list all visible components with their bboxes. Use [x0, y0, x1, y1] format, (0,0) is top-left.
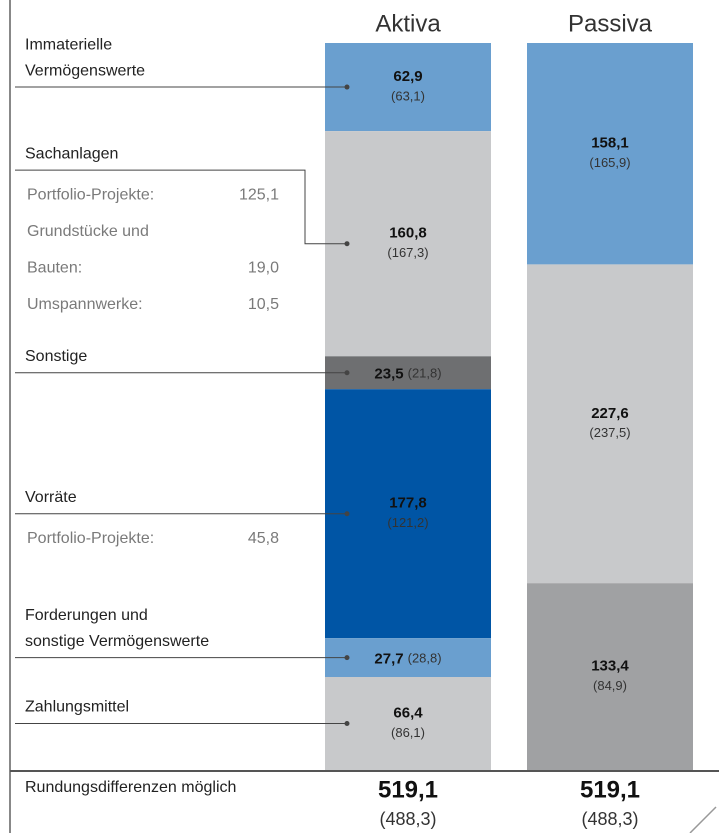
footnote: Rundungsdifferenzen möglich	[25, 779, 236, 796]
leader-dot	[344, 511, 350, 517]
segment-prior: (237,5)	[589, 425, 630, 440]
segment-prior: (86,1)	[391, 725, 425, 740]
item-label: Portfolio-Projekte:	[27, 530, 154, 547]
total: 519,1	[378, 776, 438, 803]
total-prior: (488,3)	[581, 809, 638, 829]
segment-name: Zahlungsmittel	[25, 699, 129, 716]
item-amount: 125,1	[239, 186, 279, 203]
segment-prior: (21,8)	[408, 366, 442, 381]
item-label: Umspannwerke:	[27, 296, 143, 313]
segment	[527, 583, 693, 770]
segment-label: 23,5 (21,8)	[374, 366, 441, 383]
leader-dot	[344, 370, 350, 376]
item-amount: 45,8	[248, 530, 279, 547]
leader-dot	[344, 241, 350, 247]
segment-name: Sachanlagen	[25, 145, 118, 162]
segment	[527, 264, 693, 584]
segment-label: 27,7 (28,8)	[374, 651, 441, 668]
segment-prior: (84,9)	[593, 678, 627, 693]
segment-prior: (167,3)	[387, 245, 428, 260]
segment	[527, 43, 693, 265]
segment	[325, 389, 491, 639]
item-label: Bauten:	[27, 259, 82, 276]
segment-value: 227,6	[591, 405, 629, 422]
leader-dot	[344, 84, 350, 90]
segment-name: Vorräte	[25, 489, 77, 506]
item-amount: 10,5	[248, 296, 279, 313]
segment-value: 27,7	[374, 651, 403, 668]
segment-name: Immaterielle	[25, 36, 112, 53]
total: 519,1	[580, 776, 640, 803]
segment-name: Forderungen und	[25, 607, 148, 624]
segment-prior: (63,1)	[391, 88, 425, 103]
segment-value: 177,8	[389, 495, 427, 512]
segment-prior: (28,8)	[408, 651, 442, 666]
leader-dot	[344, 655, 350, 661]
segment-value: 133,4	[591, 658, 629, 675]
leader-line	[15, 169, 347, 245]
segment-value: 66,4	[393, 704, 423, 721]
segment-name: sonstige Vermögenswerte	[25, 633, 209, 650]
item-label: Grundstücke und	[27, 223, 149, 240]
segment	[325, 43, 491, 132]
column-header: Passiva	[568, 10, 653, 37]
segment	[325, 131, 491, 357]
item-amount: 19,0	[248, 259, 279, 276]
segment-value: 62,9	[393, 68, 422, 85]
segment-value: 23,5	[374, 366, 403, 383]
segment-value: 160,8	[389, 225, 427, 242]
segment	[325, 638, 491, 678]
leader-dot	[344, 721, 350, 727]
total-prior: (488,3)	[379, 809, 436, 829]
item-label: Portfolio-Projekte:	[27, 186, 154, 203]
segment-prior: (165,9)	[589, 155, 630, 170]
corner-mark	[689, 806, 717, 833]
segment-name: Vermögenswerte	[25, 62, 145, 79]
segment-value: 158,1	[591, 135, 629, 152]
segment	[325, 677, 491, 770]
column-header: Aktiva	[375, 10, 441, 37]
segment-prior: (121,2)	[387, 515, 428, 530]
segment	[325, 356, 491, 390]
segment-name: Sonstige	[25, 348, 87, 365]
